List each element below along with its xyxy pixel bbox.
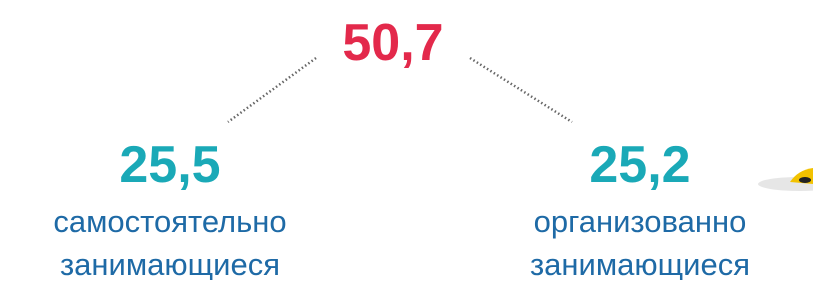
- connector-left: [228, 58, 316, 122]
- diagram: 50,7 25,5 самостоятельно занимающиеся 25…: [0, 0, 813, 280]
- page: 50,7 25,5 самостоятельно занимающиеся 25…: [0, 0, 813, 280]
- node-label: самостоятельно: [53, 204, 286, 239]
- node-value: 25,2: [589, 136, 690, 194]
- connector-right: [470, 58, 572, 122]
- node-label: занимающиеся: [530, 247, 750, 280]
- node-label: организованно: [534, 204, 747, 239]
- decorative-icon: [758, 168, 813, 191]
- node-value: 25,5: [119, 136, 220, 194]
- node-label: занимающиеся: [60, 247, 280, 280]
- total-value: 50,7: [342, 14, 443, 72]
